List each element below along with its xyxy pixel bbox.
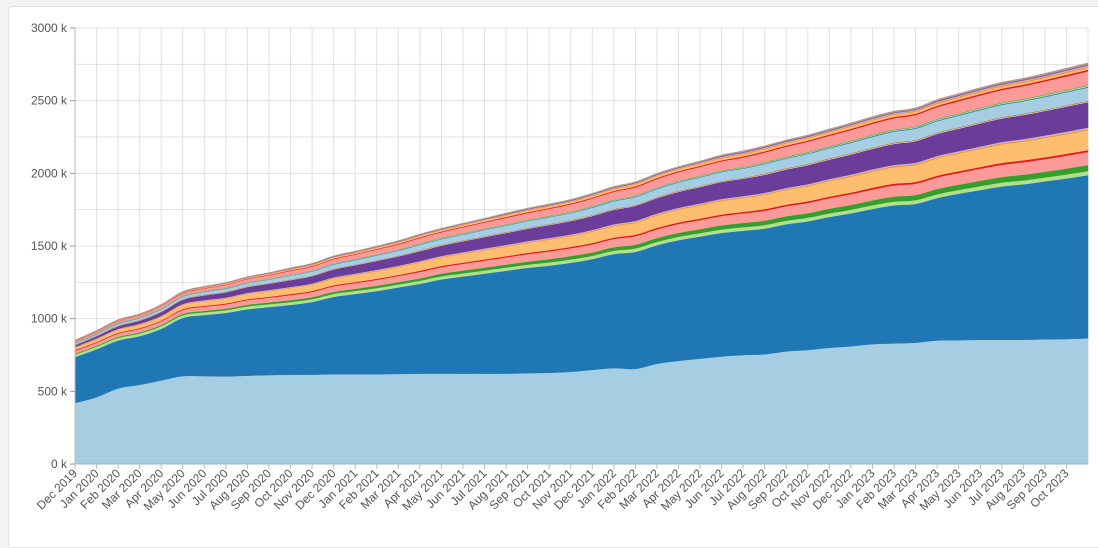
y-tick-label: 0 k (51, 457, 68, 471)
y-tick-label: 1500 k (31, 239, 68, 253)
y-tick-label: 500 k (38, 384, 68, 398)
y-tick-label: 2500 k (31, 94, 68, 108)
y-tick-label: 2000 k (31, 166, 68, 180)
area-series (74, 62, 1089, 465)
y-tick-label: 1000 k (31, 312, 68, 326)
area-series-23 (74, 62, 1089, 341)
y-tick-label: 3000 k (31, 21, 68, 35)
